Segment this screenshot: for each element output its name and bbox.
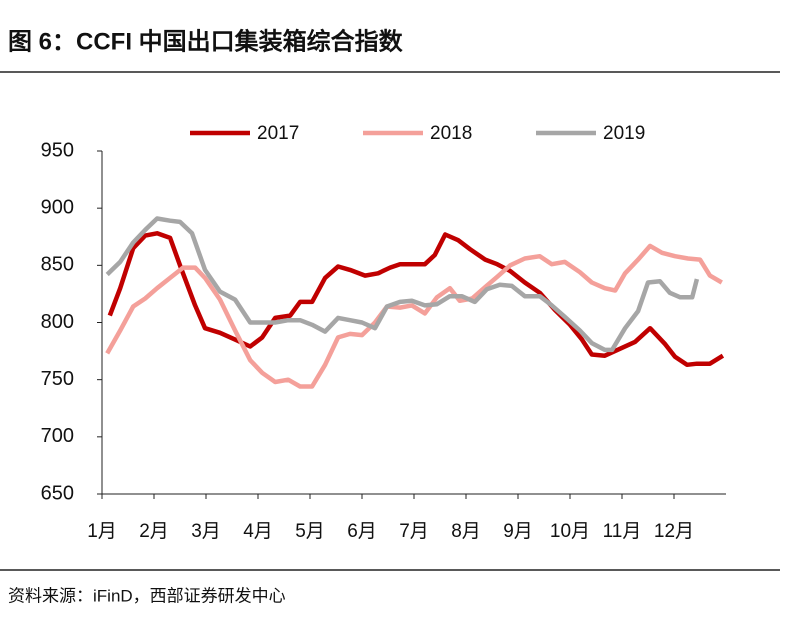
y-tick-label: 700 [41, 425, 74, 447]
x-tick-label: 4月 [243, 521, 273, 542]
source-note: 资料来源：iFinD，西部证券研发中心 [8, 586, 286, 605]
x-tick-label: 6月 [347, 521, 377, 542]
x-tick-label: 2月 [139, 521, 169, 542]
series-line [107, 231, 725, 368]
series-line [105, 243, 723, 389]
chart-title: 图 6：CCFI 中国出口集装箱综合指数 [8, 27, 404, 55]
x-tick-label: 11月 [603, 521, 642, 542]
legend-label: 2017 [257, 123, 299, 144]
y-tick-label: 650 [41, 482, 74, 504]
x-tick-label: 3月 [191, 521, 221, 542]
x-tick-label: 9月 [503, 521, 533, 542]
y-tick-label: 950 [41, 139, 74, 161]
x-tick-label: 12月 [654, 521, 694, 542]
y-tick-label: 750 [41, 368, 74, 390]
x-tick-label: 7月 [399, 521, 429, 542]
series-line [105, 216, 700, 353]
y-tick-label: 900 [41, 196, 74, 218]
x-tick-label: 10月 [550, 521, 590, 542]
y-tick-label: 850 [41, 254, 74, 276]
x-tick-label: 8月 [451, 521, 481, 542]
y-tick-label: 800 [41, 311, 74, 333]
legend-label: 2018 [430, 123, 472, 144]
x-tick-label: 5月 [295, 521, 325, 542]
x-tick-label: 1月 [87, 521, 117, 542]
legend-label: 2019 [603, 123, 645, 144]
